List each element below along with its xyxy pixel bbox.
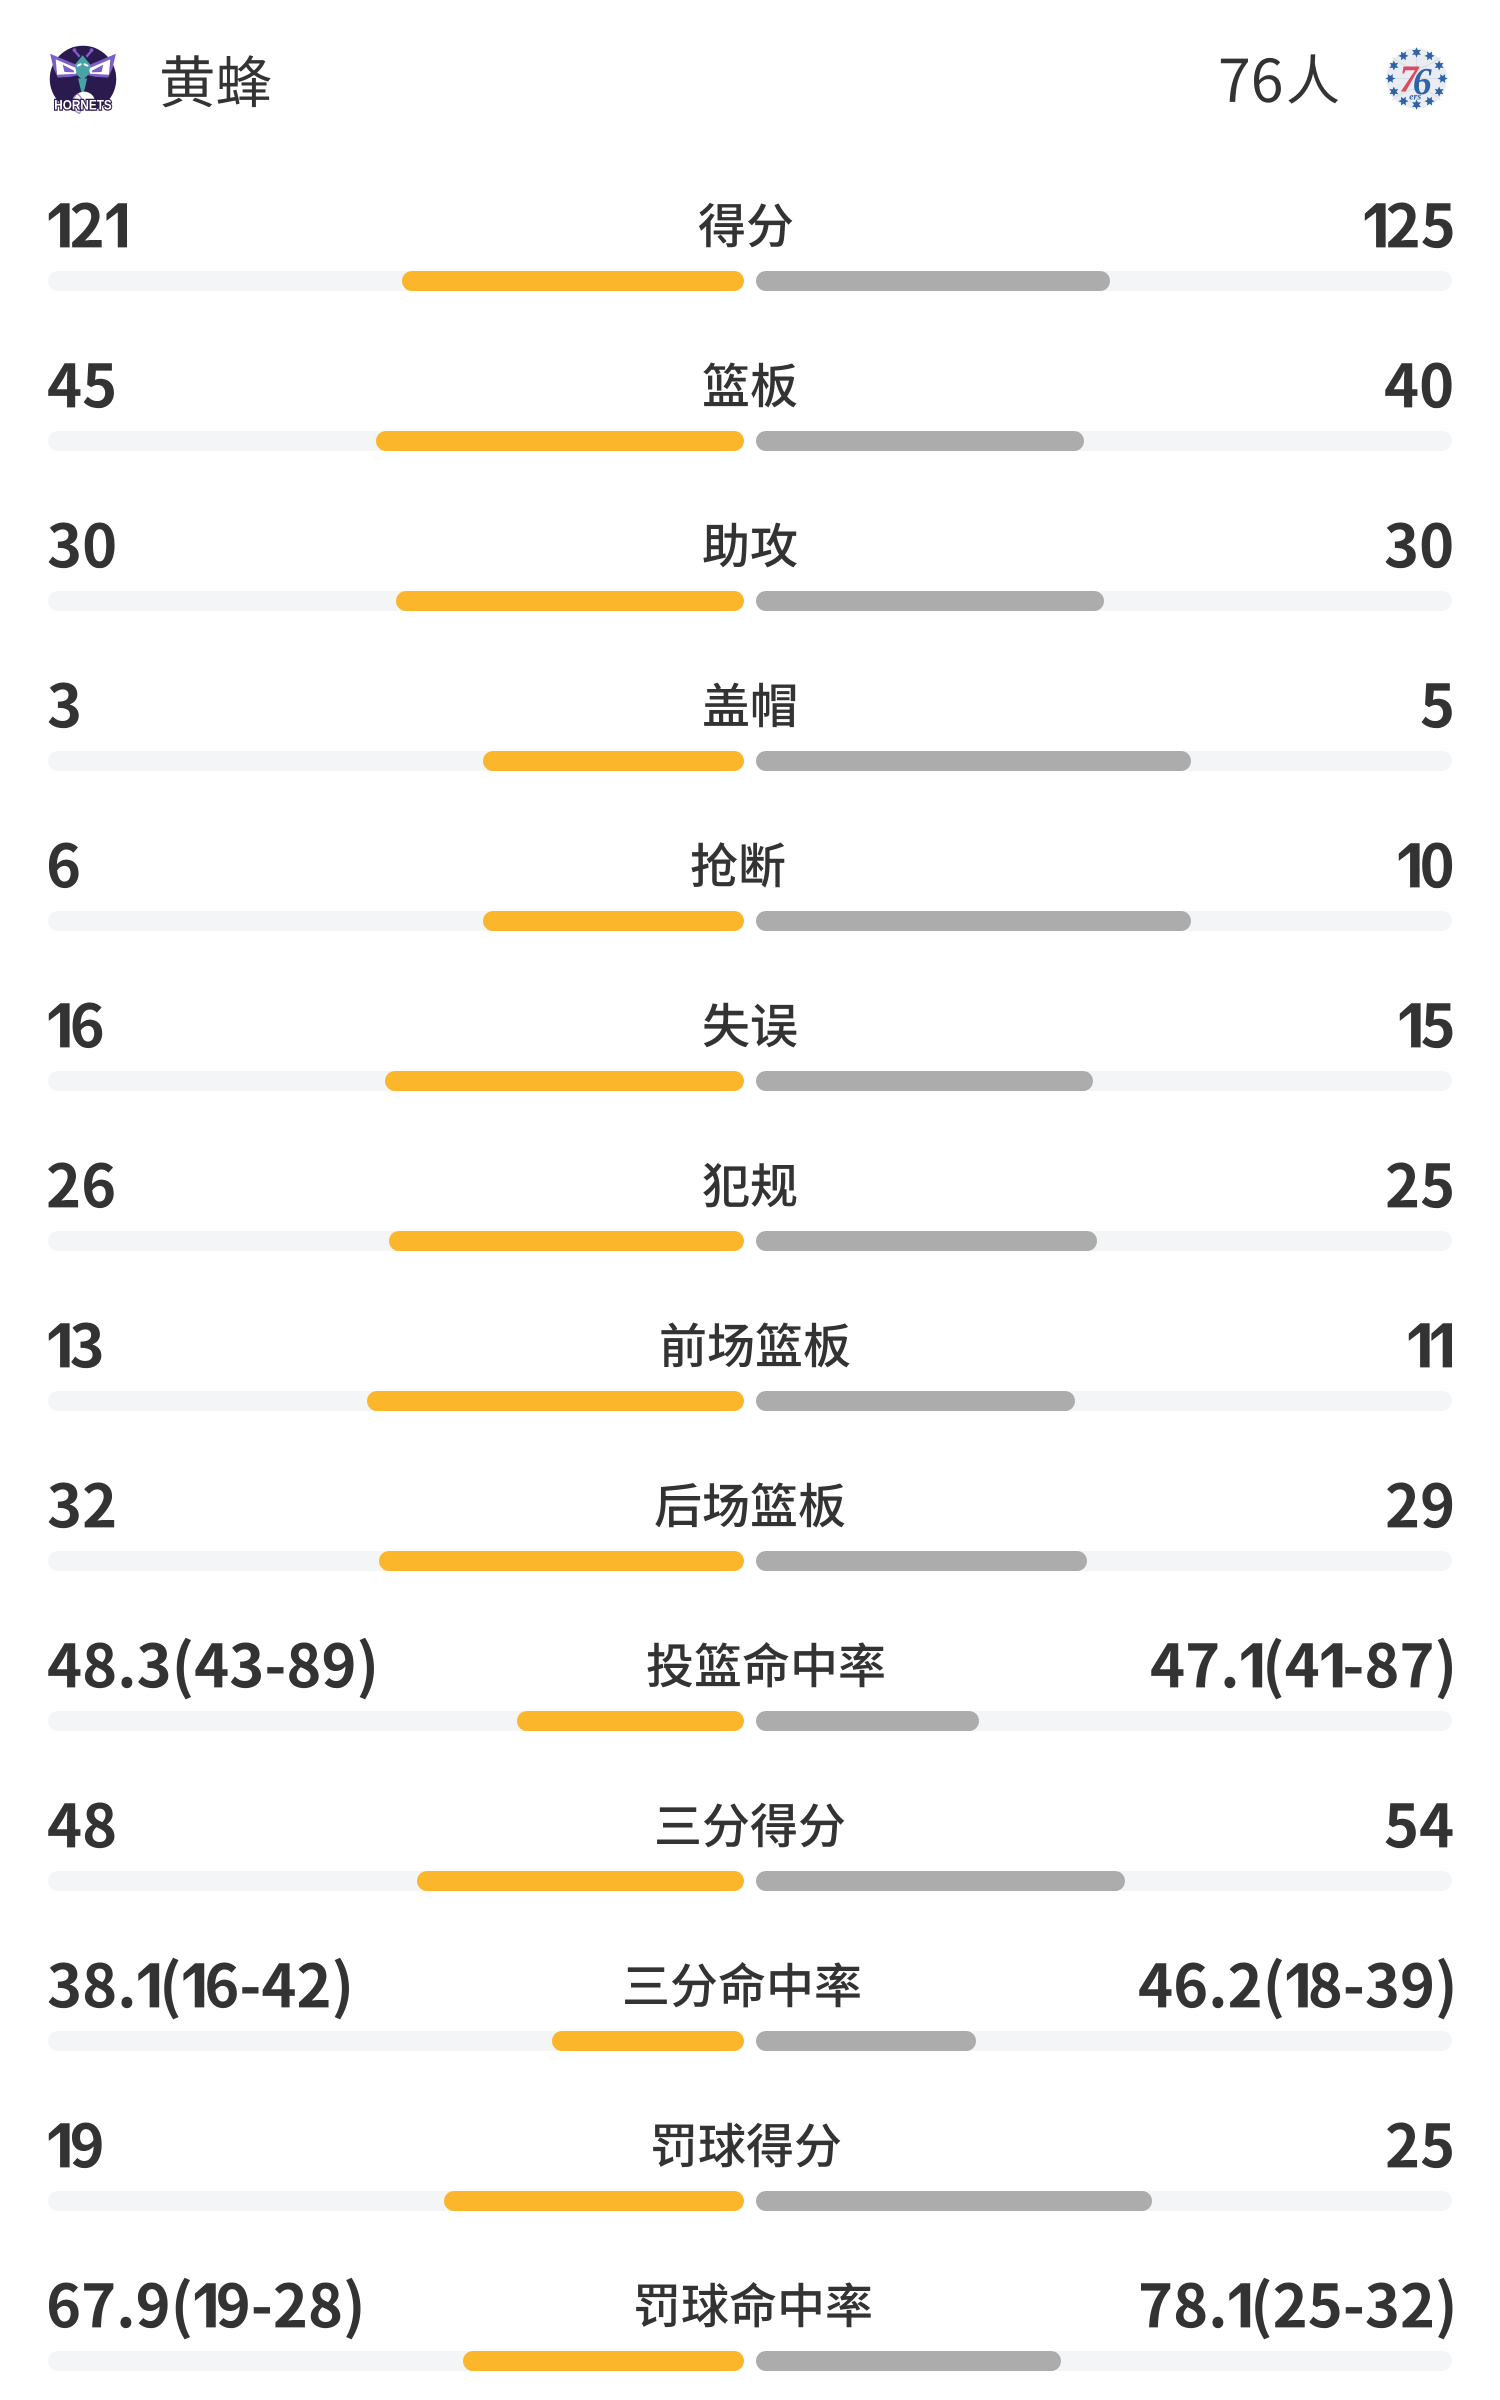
svg-text:7: 7	[1399, 59, 1420, 101]
svg-text:HORNETS: HORNETS	[54, 96, 111, 112]
svg-text:6: 6	[1413, 61, 1432, 103]
svg-text:ers: ers	[1409, 92, 1421, 103]
